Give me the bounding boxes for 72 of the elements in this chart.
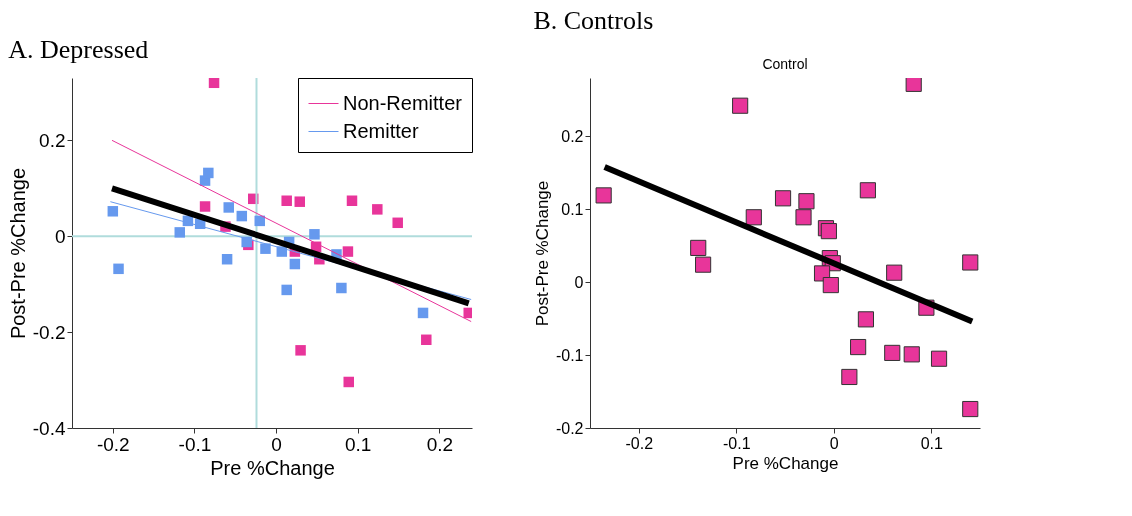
x-tick-label: -0.2 bbox=[625, 434, 654, 452]
legend-label: Non-Remitter bbox=[343, 91, 463, 114]
point bbox=[421, 334, 432, 346]
point bbox=[962, 254, 979, 271]
point bbox=[289, 258, 301, 270]
x-tick-label: 0.1 bbox=[920, 434, 943, 452]
y-tick-label: -0.4 bbox=[32, 417, 66, 439]
point bbox=[343, 376, 354, 388]
point bbox=[930, 350, 948, 367]
point bbox=[346, 195, 358, 206]
point bbox=[745, 209, 762, 226]
y-axis-title: Post-Pre %Change bbox=[532, 180, 552, 327]
point bbox=[281, 195, 292, 206]
point bbox=[236, 210, 248, 222]
point bbox=[342, 246, 354, 257]
point bbox=[309, 229, 320, 240]
point bbox=[905, 78, 922, 92]
x-tick-label: 0.1 bbox=[345, 433, 372, 455]
point bbox=[417, 307, 429, 319]
chart-title: A. Depressed bbox=[8, 35, 149, 64]
x-axis-title: Pre %Change bbox=[732, 453, 839, 473]
point bbox=[221, 253, 233, 265]
chart-title: B. Controls bbox=[533, 6, 654, 35]
point bbox=[223, 202, 234, 213]
point bbox=[113, 263, 124, 275]
point bbox=[392, 217, 403, 229]
y-tick-label: 0 bbox=[574, 273, 584, 291]
y-axis-title: Post-Pre %Change bbox=[6, 167, 29, 340]
point bbox=[294, 196, 305, 207]
y-tick-label: -0.2 bbox=[32, 321, 66, 343]
y-tick-label: 0.2 bbox=[561, 127, 584, 145]
point bbox=[857, 311, 875, 328]
y-tick-label: 0.1 bbox=[561, 200, 584, 218]
point bbox=[903, 346, 920, 363]
point bbox=[859, 182, 876, 199]
point bbox=[174, 227, 185, 238]
x-tick-label: 0 bbox=[271, 433, 282, 455]
y-tick-label: 0 bbox=[54, 225, 66, 247]
point bbox=[107, 206, 119, 217]
point bbox=[732, 97, 749, 114]
point bbox=[281, 284, 292, 296]
point bbox=[463, 307, 472, 319]
point bbox=[695, 256, 712, 273]
point bbox=[962, 400, 979, 418]
y-tick-label: -0.2 bbox=[555, 419, 584, 437]
x-tick-label: -0.1 bbox=[722, 434, 751, 452]
point bbox=[260, 243, 271, 254]
point bbox=[336, 282, 347, 294]
x-tick-label: 0.2 bbox=[426, 433, 454, 455]
x-tick-label: -0.1 bbox=[178, 433, 212, 455]
point bbox=[822, 277, 839, 294]
x-tick-label: 0 bbox=[829, 434, 839, 452]
point bbox=[208, 78, 220, 89]
point bbox=[690, 239, 707, 256]
point bbox=[295, 345, 306, 356]
point bbox=[203, 167, 214, 179]
point bbox=[886, 264, 903, 281]
point bbox=[850, 338, 867, 356]
point bbox=[884, 344, 901, 361]
x-tick-label: -0.2 bbox=[96, 433, 130, 455]
y-tick-label: -0.1 bbox=[555, 346, 584, 364]
point bbox=[595, 187, 612, 204]
point bbox=[841, 368, 858, 386]
y-tick-label: 0.2 bbox=[39, 129, 66, 151]
point bbox=[798, 193, 815, 210]
point bbox=[795, 209, 812, 226]
chart-subtitle: Control bbox=[762, 56, 808, 72]
legend-label: Remitter bbox=[343, 119, 419, 142]
point bbox=[774, 190, 792, 207]
point bbox=[372, 204, 383, 215]
point bbox=[199, 201, 211, 212]
x-axis-title: Pre %Change bbox=[210, 456, 335, 479]
